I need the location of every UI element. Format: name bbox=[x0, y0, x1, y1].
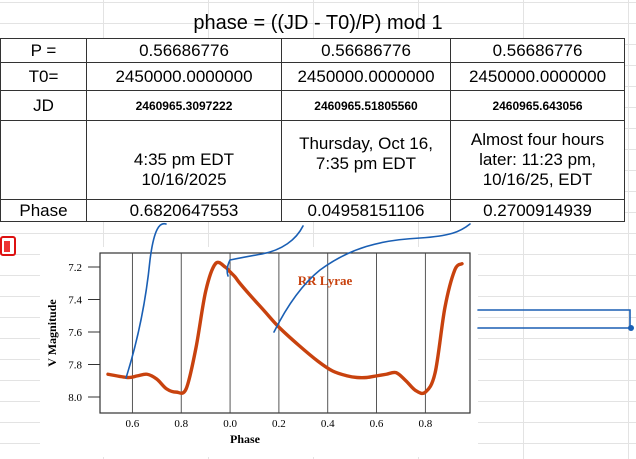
cell-phase-3[interactable]: 0.2700914939 bbox=[450, 199, 625, 222]
cell-phase-label[interactable]: Phase bbox=[0, 199, 87, 222]
cell-t0-2[interactable]: 2450000.0000000 bbox=[281, 62, 451, 91]
light-curve-series bbox=[106, 260, 464, 396]
row-period: P = 0.56686776 0.56686776 0.56686776 bbox=[0, 38, 625, 63]
x-tick-label: 0.2 bbox=[272, 418, 286, 430]
cell-time-2[interactable]: Thursday, Oct 16, 7:35 pm EDT bbox=[281, 120, 451, 200]
x-tick-label: 0.0 bbox=[223, 418, 237, 430]
y-tick-label: 7.2 bbox=[68, 262, 82, 274]
cell-time-label[interactable] bbox=[0, 120, 87, 200]
cell-jd-2[interactable]: 2460965.51805560 bbox=[281, 90, 451, 121]
formula-title[interactable]: phase = ((JD - T0)/P) mod 1 bbox=[193, 12, 443, 34]
cell-p-2[interactable]: 0.56686776 bbox=[281, 38, 451, 63]
row-time: 4:35 pm EDT 10/16/2025 Thursday, Oct 16,… bbox=[0, 120, 625, 200]
x-tick-label: 0.4 bbox=[321, 418, 335, 430]
cell-jd-1[interactable]: 2460965.3097222 bbox=[86, 90, 282, 121]
cell-phase-2[interactable]: 0.04958151106 bbox=[281, 199, 451, 222]
y-tick-label: 8.0 bbox=[68, 392, 82, 404]
cell-t0-label[interactable]: T0= bbox=[0, 62, 87, 91]
row-phase: Phase 0.6820647553 0.04958151106 0.27009… bbox=[0, 199, 625, 222]
y-tick-label: 7.8 bbox=[68, 360, 82, 372]
cell-p-1[interactable]: 0.56686776 bbox=[86, 38, 282, 63]
y-tick-label: 7.6 bbox=[68, 327, 82, 339]
cell-jd-label[interactable]: JD bbox=[0, 90, 87, 121]
phase-table: P = 0.56686776 0.56686776 0.56686776 T0=… bbox=[0, 38, 625, 222]
x-tick-label: 0.6 bbox=[126, 418, 140, 430]
cell-p-3[interactable]: 0.56686776 bbox=[450, 38, 625, 63]
cell-jd-3[interactable]: 2460965.643056 bbox=[450, 90, 625, 121]
cell-p-label[interactable]: P = bbox=[0, 38, 87, 63]
row-jd: JD 2460965.3097222 2460965.51805560 2460… bbox=[0, 90, 625, 121]
x-tick-labels: 0.6 0.8 0.0 0.2 0.4 0.6 0.8 bbox=[126, 418, 433, 430]
x-tick-label: 0.8 bbox=[419, 418, 433, 430]
cell-t0-3[interactable]: 2450000.0000000 bbox=[450, 62, 625, 91]
cell-phase-1[interactable]: 0.6820647553 bbox=[86, 199, 282, 222]
y-axis-label: V Magnitude bbox=[45, 299, 59, 367]
cell-time-3[interactable]: Almost four hours later: 11:23 pm, 10/16… bbox=[450, 120, 625, 200]
cell-time-1[interactable]: 4:35 pm EDT 10/16/2025 bbox=[86, 120, 282, 200]
y-tick-labels: 7.2 7.4 7.6 7.8 8.0 bbox=[68, 262, 100, 404]
x-tick-label: 0.8 bbox=[174, 418, 188, 430]
cell-time-3-text: Almost four hours later: 11:23 pm, 10/16… bbox=[470, 130, 605, 189]
x-axis-label: Phase bbox=[230, 432, 261, 446]
comment-marker[interactable] bbox=[0, 236, 16, 256]
x-tick-label: 0.6 bbox=[370, 418, 384, 430]
cell-t0-1[interactable]: 2450000.0000000 bbox=[86, 62, 282, 91]
rr-lyrae-chart[interactable]: 7.2 7.4 7.6 7.8 8.0 0.6 0.8 0.0 0.2 0.4 0.6 0.8 RR… bbox=[40, 247, 478, 457]
chart-title: RR Lyrae bbox=[298, 273, 353, 288]
cell-time-2-text: Thursday, Oct 16, 7:35 pm EDT bbox=[299, 134, 433, 173]
row-t0: T0= 2450000.0000000 2450000.0000000 2450… bbox=[0, 62, 625, 91]
cell-time-1-text: 4:35 pm EDT 10/16/2025 bbox=[133, 150, 235, 189]
chart-svg: 7.2 7.4 7.6 7.8 8.0 0.6 0.8 0.0 0.2 0.4 0.6 0.8 RR… bbox=[45, 252, 471, 446]
y-tick-label: 7.4 bbox=[68, 295, 82, 307]
